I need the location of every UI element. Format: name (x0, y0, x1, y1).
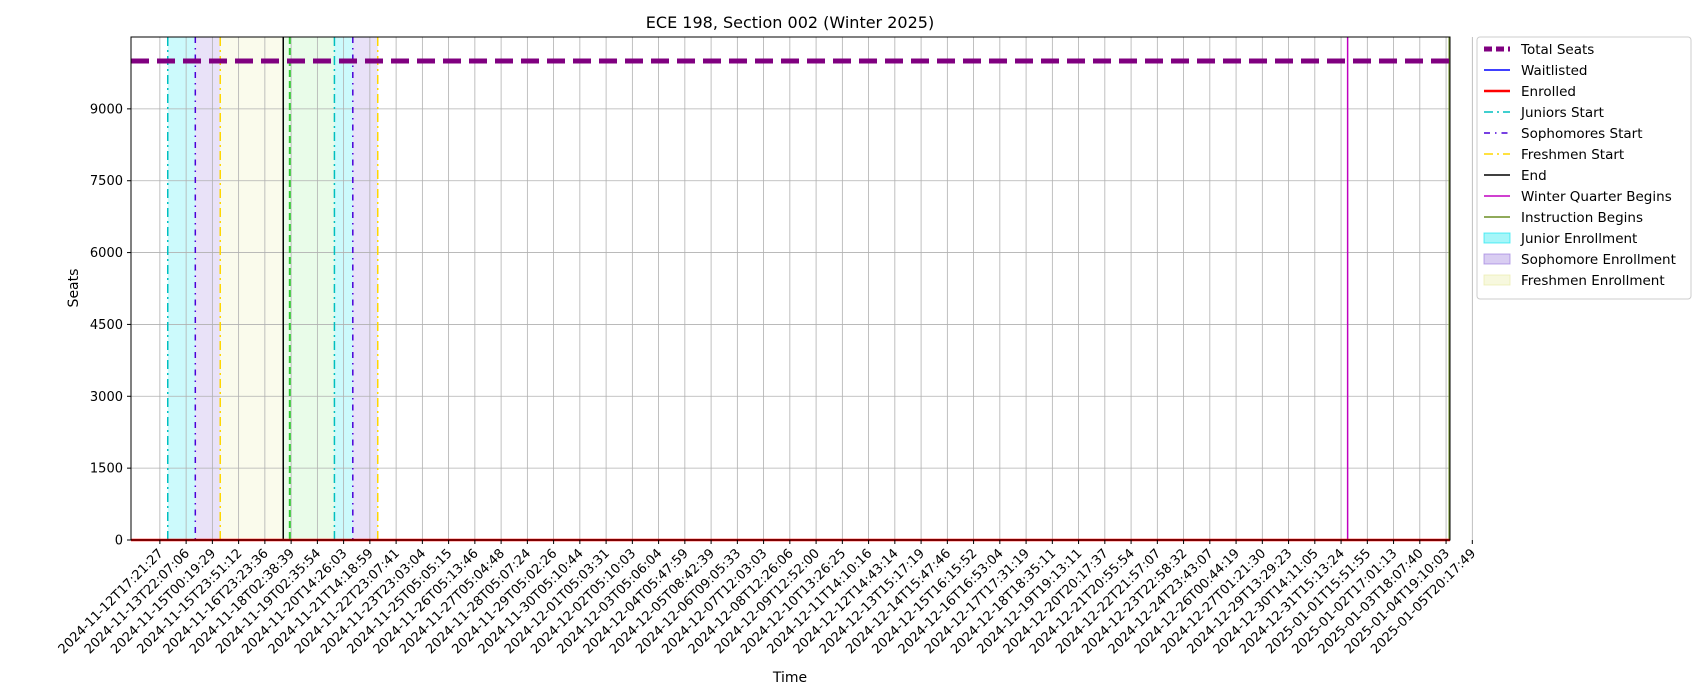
shaded-span-5 (352, 37, 378, 540)
legend-label-11: Freshmen Enrollment (1521, 273, 1665, 289)
legend-swatch-10 (1483, 253, 1511, 265)
x-axis-label: Time (772, 670, 807, 686)
y-axis-label: Seats (66, 269, 82, 308)
shaded-span-0 (167, 37, 196, 540)
y-tick-label: 3000 (90, 390, 123, 405)
legend-label-7: Winter Quarter Begins (1521, 189, 1672, 205)
legend-label-5: Freshmen Start (1521, 147, 1624, 163)
plot-background (131, 37, 1450, 540)
legend-label-2: Enrolled (1521, 84, 1576, 100)
legend-label-0: Total Seats (1520, 42, 1594, 58)
y-tick-label: 9000 (90, 102, 123, 117)
legend-box (1476, 36, 1692, 300)
vertical-markers (166, 37, 1450, 540)
legend-label-3: Juniors Start (1520, 105, 1604, 121)
legend-swatch-9 (1483, 232, 1511, 244)
legend-label-10: Sophomore Enrollment (1521, 252, 1676, 268)
axes-frame (130, 36, 1451, 541)
shaded-span-2 (220, 37, 284, 540)
legend-label-1: Waitlisted (1521, 63, 1588, 79)
y-axis-ticks: 0 1500 3000 4500 6000 7500 9000 (90, 102, 131, 549)
plot-frame (130, 36, 1451, 541)
y-tick-label: 4500 (90, 318, 123, 333)
plot-area (131, 37, 1450, 540)
legend-label-4: Sophomores Start (1521, 126, 1643, 142)
shaded-span-3 (283, 37, 335, 540)
y-tick-label: 6000 (90, 246, 123, 261)
shaded-spans (167, 37, 378, 540)
legend-swatch-11 (1483, 274, 1511, 286)
legend: Total Seats Waitlisted Enrolled Juniors Sta… (1476, 36, 1692, 300)
legend-label-9: Junior Enrollment (1520, 231, 1637, 247)
legend-label-6: End (1521, 168, 1547, 184)
y-tick-label: 1500 (90, 462, 123, 477)
legend-label-8: Instruction Begins (1521, 210, 1643, 226)
y-tick-label: 0 (115, 534, 123, 549)
chart-title: ECE 198, Section 002 (Winter 2025) (646, 13, 934, 32)
shaded-span-1 (195, 37, 221, 540)
y-tick-label: 7500 (90, 174, 123, 189)
grid-lines (131, 37, 1473, 541)
